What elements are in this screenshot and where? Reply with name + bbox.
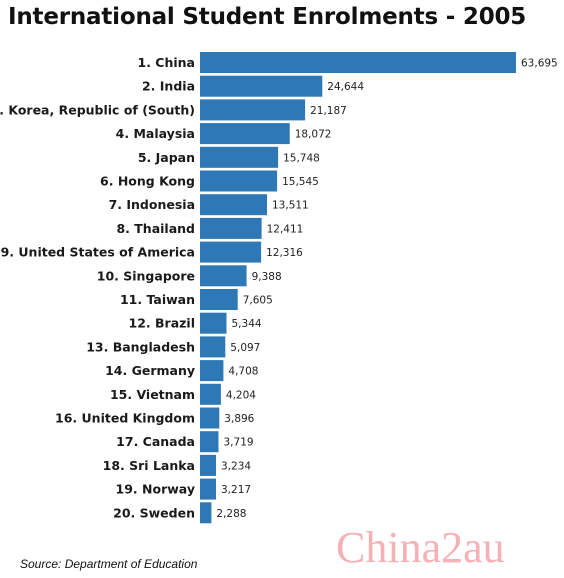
category-label: 20. Sweden <box>113 505 195 520</box>
value-label: 5,097 <box>230 342 260 354</box>
bar <box>200 194 267 216</box>
bar <box>200 170 278 192</box>
bar <box>200 99 306 121</box>
value-label: 9,388 <box>252 271 282 283</box>
value-label: 15,545 <box>282 176 319 188</box>
chart-title: International Student Enrolments - 2005 <box>8 4 527 30</box>
category-label: 15. Vietnam <box>110 387 195 402</box>
category-label: 9. United States of America <box>1 245 195 260</box>
category-label: 12. Brazil <box>129 316 195 331</box>
category-label: 13. Bangladesh <box>86 339 195 354</box>
bar <box>200 265 247 287</box>
bar <box>200 336 226 358</box>
value-label: 63,695 <box>521 58 558 70</box>
bar <box>200 407 220 429</box>
value-label: 3,234 <box>221 460 251 472</box>
category-label: 5. Japan <box>138 150 195 165</box>
category-label: 11. Taiwan <box>120 292 195 307</box>
category-label: 7. Indonesia <box>109 197 195 212</box>
value-label: 13,511 <box>272 200 309 212</box>
category-label: 10. Singapore <box>97 268 195 283</box>
value-label: 15,748 <box>283 152 320 164</box>
watermark: China2au <box>336 523 505 572</box>
value-label: 4,708 <box>228 366 258 378</box>
value-label: 5,344 <box>232 318 262 330</box>
value-label: 18,072 <box>295 129 332 141</box>
value-label: 21,187 <box>310 105 347 117</box>
value-label: 2,288 <box>216 508 246 520</box>
category-label: 17. Canada <box>116 434 195 449</box>
bar <box>200 289 238 310</box>
source-note: Source: Department of Education <box>20 557 198 571</box>
value-label: 4,204 <box>226 389 256 401</box>
category-label: 2. India <box>142 79 195 94</box>
category-label: 4. Malaysia <box>116 126 195 141</box>
bar <box>200 123 290 145</box>
category-label: 14. Germany <box>105 363 195 378</box>
category-label: 19. Norway <box>116 482 195 497</box>
bar <box>200 383 221 405</box>
value-label: 12,316 <box>266 247 303 259</box>
category-label: 3. Korea, Republic of (South) <box>0 102 195 117</box>
bar <box>200 478 216 500</box>
bar <box>200 312 227 334</box>
category-label: 18. Sri Lanka <box>103 458 195 473</box>
value-label: 24,644 <box>327 81 364 93</box>
category-label: 1. China <box>138 55 196 70</box>
value-label: 3,896 <box>224 413 254 425</box>
value-label: 3,217 <box>221 484 251 496</box>
bar <box>200 454 216 476</box>
bar <box>200 75 323 97</box>
bar <box>200 52 516 73</box>
bar <box>200 360 224 382</box>
value-label: 3,719 <box>224 437 254 449</box>
bar <box>200 241 262 263</box>
category-label: 8. Thailand <box>116 221 195 236</box>
value-label: 12,411 <box>267 223 304 235</box>
bar <box>200 146 279 168</box>
value-label: 7,605 <box>243 295 273 307</box>
category-label: 6. Hong Kong <box>100 174 195 189</box>
bar <box>200 431 219 453</box>
category-label: 16. United Kingdom <box>55 411 195 426</box>
bar <box>200 217 262 239</box>
bar <box>200 502 212 524</box>
